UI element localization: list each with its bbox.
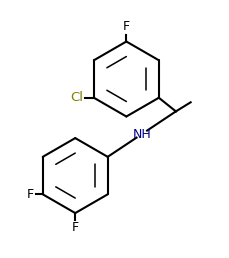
Text: NH: NH bbox=[132, 128, 150, 141]
Text: F: F bbox=[122, 20, 129, 33]
Text: F: F bbox=[71, 221, 79, 235]
Text: Cl: Cl bbox=[70, 91, 83, 104]
Text: F: F bbox=[27, 188, 34, 201]
